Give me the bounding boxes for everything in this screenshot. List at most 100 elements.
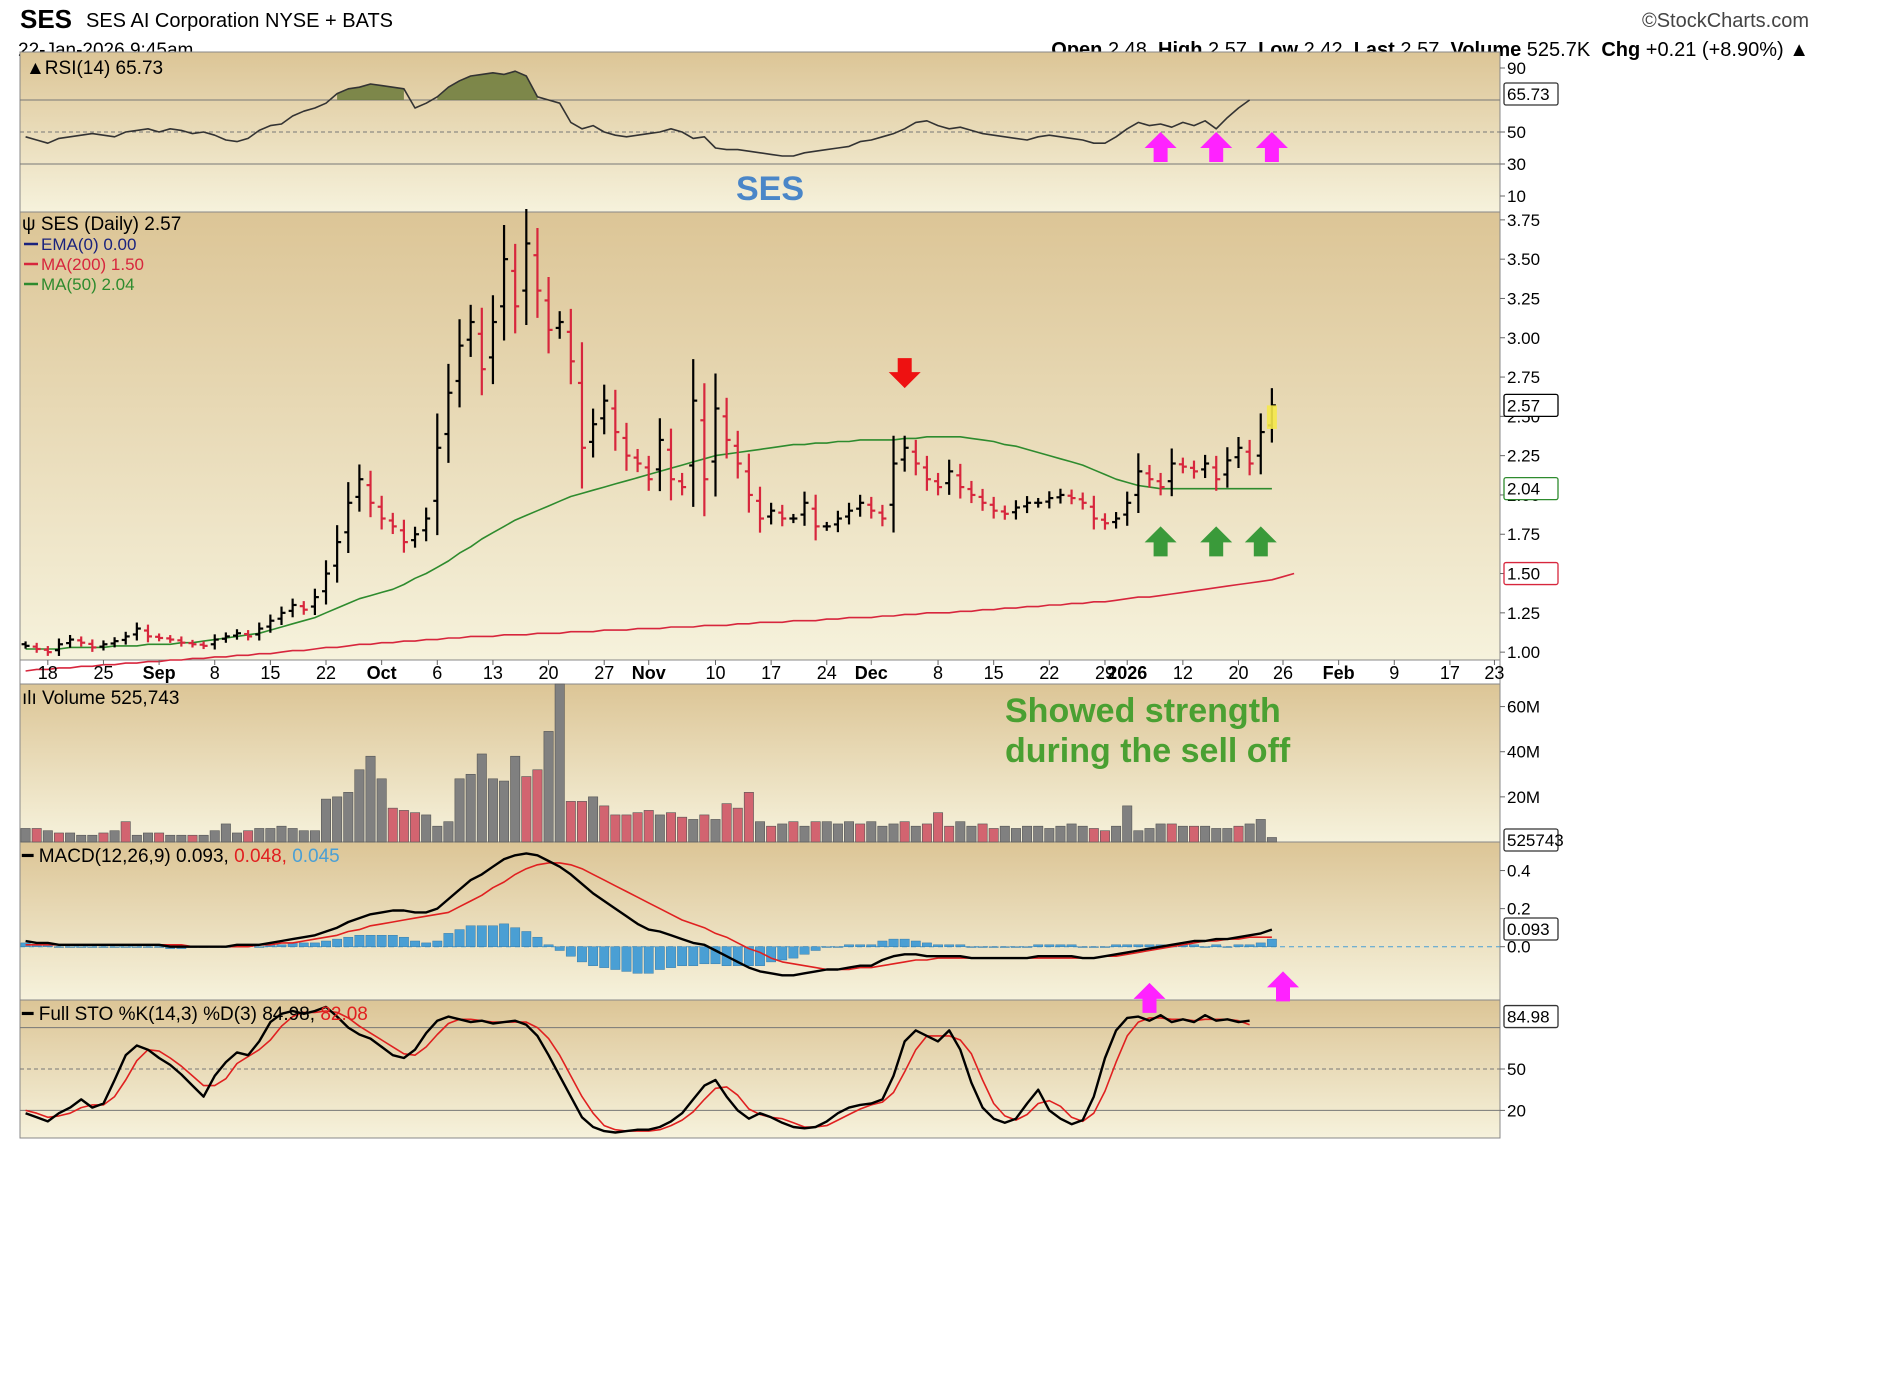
macd-hist-bar [1244, 944, 1255, 947]
sto-k-line [25, 1005, 1250, 1134]
volume-legend: ılı Volume 525,743 [22, 688, 179, 709]
copyright[interactable]: ©StockCharts.com [1641, 10, 1809, 32]
volume-bar [1044, 828, 1055, 843]
price-bar [867, 496, 876, 519]
price-bar [1034, 497, 1043, 508]
x-tick-label: 22 [1039, 663, 1059, 683]
volume-bar [521, 776, 532, 843]
data-layer [20, 70, 1295, 1134]
macd-hist-bar [354, 935, 365, 947]
price-up-arrow-1 [1144, 526, 1177, 557]
macd-hist-bar [298, 942, 309, 947]
macd-hist-bar [866, 944, 877, 947]
volume-bar [398, 810, 409, 843]
macd-hist-bar [699, 946, 710, 965]
macd-hist-bar [143, 946, 153, 948]
sto-legend: ━ Full STO %K(14,3) %D(3) 84.98, 82.08 [21, 1004, 368, 1025]
macd-hist-bar [387, 935, 398, 947]
volume-bar [576, 801, 587, 843]
price-bar [622, 422, 631, 471]
volume-bar [866, 821, 877, 843]
volume-bar [966, 825, 977, 843]
macd-hist-bar [1033, 944, 1044, 947]
price-bar [1189, 460, 1198, 479]
macd-line [25, 852, 1273, 977]
macd-hist-bar [1211, 944, 1222, 947]
price-bar [388, 512, 397, 535]
volume-bar [109, 830, 120, 843]
macd-hist-bar [454, 929, 465, 947]
macd-hist-bar [332, 938, 343, 947]
volume-bar [220, 823, 231, 843]
price-bar [54, 638, 63, 656]
x-tick-label: 20 [539, 663, 559, 683]
volume-bar [1255, 819, 1266, 843]
macd-hist-bar [944, 944, 955, 947]
volume-value: 525.7K [1526, 39, 1591, 61]
macd-hist-bar [1044, 944, 1055, 947]
price-bar [566, 308, 575, 385]
symbol: SES [20, 4, 73, 34]
volume-tick-20M: 20M [1507, 788, 1540, 807]
x-tick-label: Feb [1323, 663, 1355, 683]
macd-hist-bar [276, 944, 287, 947]
macd-tick-0.0: 0.0 [1507, 938, 1531, 957]
price-marker-2.04-box [1503, 477, 1559, 501]
panel-macd [19, 841, 1501, 1001]
price-bar [922, 455, 931, 491]
price-bar [355, 464, 364, 512]
volume-bar [732, 807, 743, 843]
panel-vol [19, 683, 1501, 843]
macd-hist-bar [131, 946, 142, 948]
volume-bar [888, 823, 899, 843]
exchange-label: NYSE + BATS [265, 10, 394, 32]
price-bar [1056, 488, 1065, 504]
volume-bar [410, 812, 421, 843]
volume-bar [910, 825, 921, 843]
macd-tick-0.4: 0.4 [1507, 862, 1531, 881]
volume-bar [309, 830, 320, 843]
chg-value: +0.21 (+8.90%) [1645, 39, 1784, 61]
x-tick-label: 22 [316, 663, 336, 683]
macd-tick-0.2: 0.2 [1507, 900, 1531, 919]
price-tick-1.75: 1.75 [1507, 525, 1540, 544]
volume-bar [977, 823, 988, 843]
macd-hist-bar [899, 938, 910, 947]
volume-bar [610, 814, 621, 843]
volume-bar [1200, 825, 1211, 843]
volume-bar [298, 830, 309, 843]
macd-hist-bar [565, 946, 576, 957]
macd-hist-bar [432, 940, 443, 947]
volume-bar [476, 753, 487, 843]
volume-bar [20, 828, 31, 843]
price-bar [188, 639, 197, 648]
macd-hist-bar [577, 946, 587, 963]
volume-bar [454, 778, 465, 843]
volume-bar [432, 825, 443, 843]
volume-bar [243, 830, 254, 843]
macd-hist-bar [855, 944, 866, 947]
macd-hist-bar [977, 946, 988, 948]
indicator-legend: EMA(0) 0.00 [41, 235, 136, 254]
note-line-1: Showed strength [1005, 692, 1281, 730]
volume-bar [176, 834, 187, 843]
ma200-line [25, 572, 1295, 672]
price-bar [277, 606, 286, 626]
price-marker-1.50: 1.50 [1507, 565, 1540, 584]
price-bar [43, 646, 52, 656]
price-bar [232, 629, 241, 640]
volume-bar [721, 803, 732, 843]
macd-hist-bar [821, 946, 832, 948]
price-bar [377, 495, 386, 530]
volume-tick-60M: 60M [1507, 698, 1540, 717]
macd-hist-bar [799, 946, 810, 955]
volume-bar [65, 832, 76, 843]
price-bar [299, 601, 308, 615]
x-axis-band [19, 659, 1501, 685]
price-tick-2.75: 2.75 [1507, 368, 1540, 387]
price-bar [555, 311, 564, 339]
volume-bar [1010, 828, 1021, 843]
price-tick-3.25: 3.25 [1507, 289, 1540, 308]
chg-label: Chg [1601, 39, 1641, 61]
